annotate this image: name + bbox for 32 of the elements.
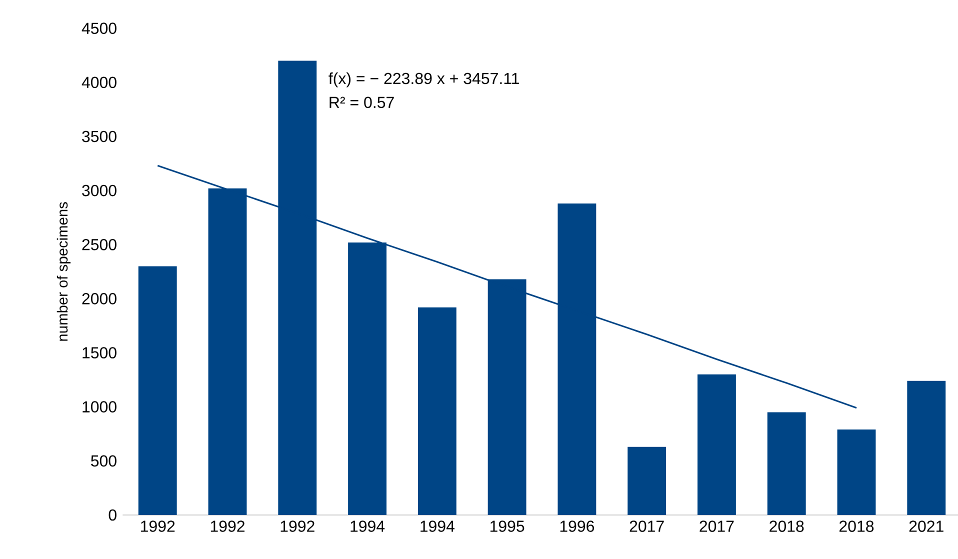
y-tick-label: 1000 [82, 401, 116, 412]
bar [418, 307, 456, 515]
y-axis-title: number of specimens [56, 202, 71, 341]
y-tick-label: 4500 [82, 22, 116, 34]
y-tick-label: 3000 [82, 184, 116, 196]
x-tick-label: 2018 [839, 520, 874, 532]
bar [907, 380, 946, 515]
x-tick-label: 1995 [490, 520, 524, 532]
annotation: R² = 0.57 [330, 96, 394, 108]
x-tick-label: 1994 [350, 520, 385, 532]
x-tick-label: 1992 [280, 520, 314, 532]
y-tick-label: 500 [91, 455, 116, 467]
annotation: f(x) = − 223.89 x + 3457.11 [328, 72, 519, 88]
x-tick-label: 2021 [909, 520, 944, 532]
bar [767, 412, 806, 515]
y-tick-label: 2000 [82, 293, 116, 304]
bar [138, 266, 177, 515]
y-tick-label: 4000 [82, 76, 116, 88]
x-tick-label: 2017 [700, 520, 734, 532]
x-tick-label: 2017 [630, 520, 664, 532]
bar [837, 430, 876, 515]
y-tick-label: 0 [108, 509, 116, 521]
y-tick-label: 3500 [82, 130, 116, 142]
x-tick-label: 1992 [210, 520, 244, 532]
y-tick-label: 1500 [82, 347, 116, 358]
x-tick-label: 1996 [560, 520, 594, 532]
bar [698, 374, 736, 515]
x-tick-label: 1994 [420, 520, 454, 532]
bar [628, 446, 666, 515]
x-tick-label: 2018 [770, 520, 804, 532]
y-tick-label: 2500 [82, 238, 116, 250]
x-tick-label: 1992 [141, 520, 175, 532]
